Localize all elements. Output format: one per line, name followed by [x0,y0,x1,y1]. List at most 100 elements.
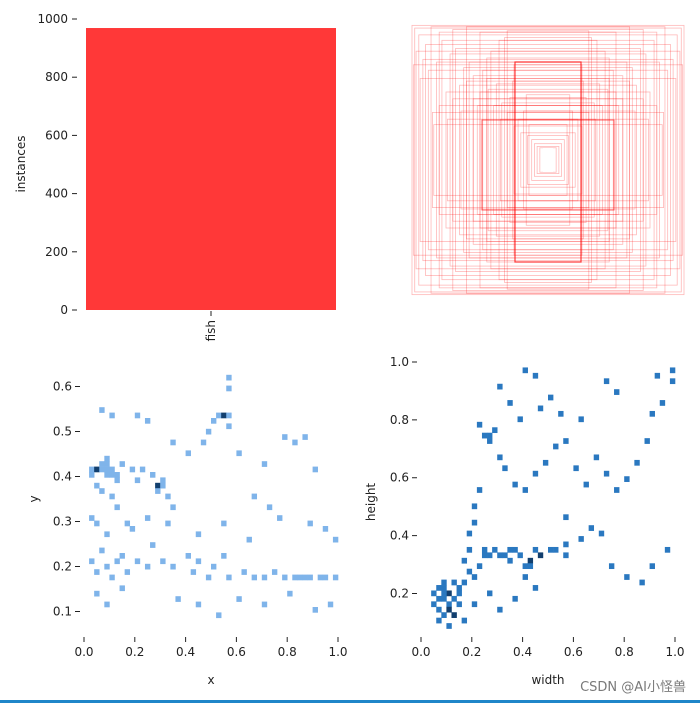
heatmap-cell [205,574,212,581]
heatmap-cell [456,585,462,591]
heatmap-cell [522,487,528,493]
heatmap-cell [563,552,569,559]
heatmap-cell [94,590,100,597]
heatmap-cell [532,372,539,379]
box-55 [438,31,658,289]
heatmap-cell [195,558,202,565]
heatmap-cell [144,563,151,570]
heatmap-cell [436,585,442,591]
heatmap-cell [200,439,207,446]
heatmap-cell [261,461,268,467]
heatmap-cell [144,515,151,521]
heatmap-cell [487,438,493,444]
heatmap-cell [512,481,518,488]
heatmap-cell [471,519,478,526]
xy-heatmap: 0.0 0.2 0.4 0.6 0.8 1.0 0.10.20.30.40.50.6 x … [27,374,348,687]
heatmap-cell [481,432,488,439]
x-tick-label: 0.8 [615,645,634,659]
heatmap-cell [155,488,161,494]
heatmap-cell [441,595,447,602]
heatmap-cell [94,520,100,527]
heatmap-cells [89,374,339,619]
heatmap-cell [104,461,110,467]
heatmap-cell [226,574,232,581]
box-emph-2 [481,119,615,211]
heatmap-cell [241,569,247,575]
heatmap-cell [94,466,100,473]
heatmap-cell [487,552,493,559]
x-tick-label: 0.4 [176,645,195,659]
heatmap-cell [624,574,630,580]
y-axis-label: instances [14,135,28,192]
heatmap-cell [170,563,176,570]
heatmap-cell [451,595,457,602]
box-29 [449,53,647,267]
box-51 [498,39,598,281]
heatmap-cell [226,374,232,381]
box-0 [506,30,590,290]
heatmap-cell [109,574,115,581]
heatmap-cell [461,617,468,624]
heatmap-cell [175,596,181,602]
box-emph-1 [514,61,582,263]
heatmap-cell [446,590,452,597]
heatmap-cell [527,557,534,564]
x-tick-label: 0.6 [564,645,583,659]
heatmap-cell [317,574,324,581]
heatmap-cell [446,606,452,613]
box-18 [506,112,590,208]
heatmap-cell [114,477,120,484]
heatmap-cell [497,454,503,461]
heatmap-cell [532,546,539,553]
heatmap-cell [287,590,293,597]
heatmap-cell [332,574,339,581]
box-36 [482,69,614,251]
heatmap-cell [307,520,313,527]
box-43 [476,105,620,215]
heatmap-cell [446,623,452,629]
heatmap-cell [512,595,518,602]
heatmap-cell [466,568,473,575]
heatmap-cell [139,466,146,473]
box-23 [534,143,563,177]
heatmap-cell [160,482,166,489]
box-11 [425,44,671,276]
heatmap-cell [150,472,156,478]
y-tick-label: 0.2 [390,586,409,600]
box-59 [528,124,568,196]
heatmap-cell [129,466,136,473]
heatmap-cell [292,439,298,446]
heatmap-cell [170,504,176,511]
y-axis-ticks: 0 200 400 600 800 1000 [37,12,77,317]
heatmap-cell [436,617,442,624]
heatmap-cell [492,427,498,434]
box-17 [499,118,596,202]
heatmap-cell [507,546,513,553]
box-34 [455,48,641,272]
heatmap-cell [144,418,151,424]
box-15 [479,91,617,229]
heatmap-cell [312,607,318,613]
heatmap-cell [332,536,339,543]
heatmap-cell [251,493,258,500]
heatmap-cell [649,563,655,570]
y-tick-label: 0.4 [390,529,409,543]
heatmap-cell [236,596,242,602]
box-57 [512,80,584,240]
heatmap-cell [639,579,645,586]
heatmap-cell [114,558,120,565]
heatmap-cell [456,590,462,597]
heatmap-cell [461,557,468,564]
heatmap-cell [119,585,125,592]
box-33 [441,39,655,281]
box-37 [495,83,601,237]
heatmap-cell [277,515,283,521]
y-tick-label: 0.3 [53,515,72,529]
box-13 [414,27,682,293]
heatmap-cell [563,438,569,444]
y-tick-label: 0.8 [390,413,409,427]
heatmap-cell [502,465,508,472]
x-axis-label: width [531,673,564,687]
heatmap-cell [221,520,227,527]
heatmap-cell [583,481,589,488]
